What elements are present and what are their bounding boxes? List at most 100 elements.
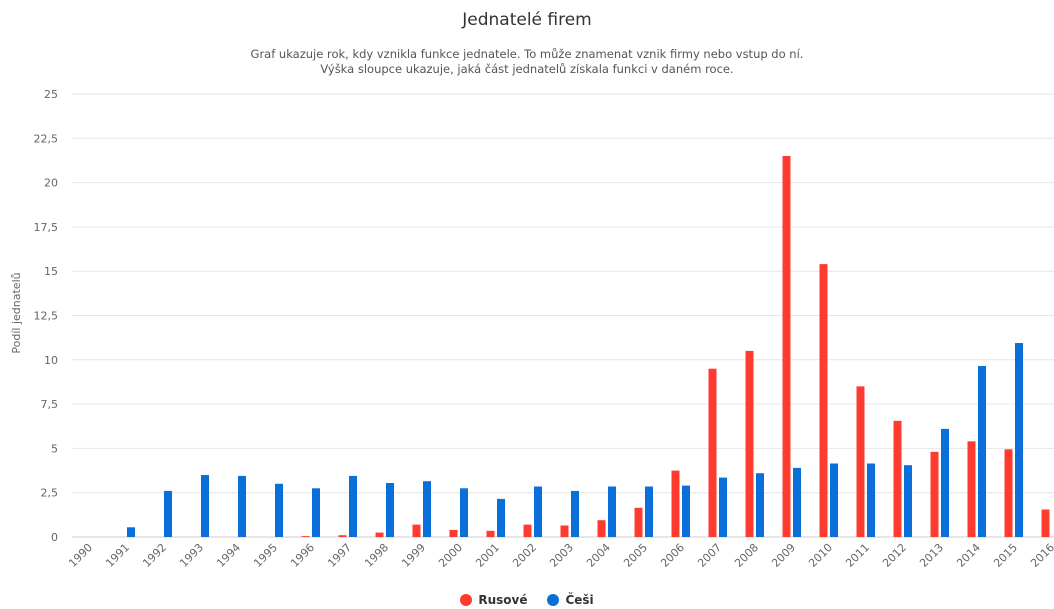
y-tick-label: 10	[44, 354, 58, 367]
bar-cesi-2007[interactable]	[719, 477, 727, 537]
bar-rusove-1999[interactable]	[412, 524, 421, 537]
bar-cesi-1994[interactable]	[238, 475, 246, 537]
bar-cesi-1999[interactable]	[423, 481, 431, 537]
chart-subtitle-line-2: Výška sloupce ukazuje, jaká část jednate…	[320, 62, 734, 76]
y-tick-label: 22,5	[34, 132, 59, 145]
bar-cesi-2003[interactable]	[571, 490, 579, 537]
x-tick-label: 2005	[621, 541, 650, 570]
bar-cesi-2011[interactable]	[867, 463, 875, 538]
y-axis-label: Podíl jednatelů	[10, 272, 23, 353]
bar-cesi-2010[interactable]	[830, 463, 838, 538]
x-tick-label: 2001	[473, 541, 502, 570]
bar-cesi-2008[interactable]	[756, 473, 764, 537]
bar-cesi-2014[interactable]	[978, 366, 986, 537]
bar-cesi-2002[interactable]	[534, 486, 542, 538]
bar-rusove-2009[interactable]	[782, 156, 791, 537]
bar-cesi-1998[interactable]	[386, 483, 394, 537]
bar-rusove-1998[interactable]	[375, 532, 384, 537]
bar-cesi-1991[interactable]	[127, 527, 135, 537]
x-tick-label: 2014	[954, 541, 983, 570]
y-tick-label: 25	[44, 88, 58, 101]
y-tick-label: 2,5	[41, 487, 59, 500]
bar-cesi-2009[interactable]	[793, 467, 801, 537]
bar-rusove-1997[interactable]	[338, 535, 347, 537]
bar-rusove-2001[interactable]	[486, 530, 495, 537]
bar-rusove-2004[interactable]	[597, 520, 606, 537]
x-tick-label: 2003	[547, 541, 576, 570]
x-tick-label: 2007	[695, 541, 724, 570]
bar-rusove-2003[interactable]	[560, 525, 569, 538]
bar-cesi-1992[interactable]	[164, 490, 172, 537]
bar-cesi-2015[interactable]	[1015, 343, 1023, 537]
bar-rusove-2016[interactable]	[1041, 509, 1050, 538]
x-tick-label: 1993	[177, 541, 206, 570]
bar-cesi-2000[interactable]	[460, 488, 468, 537]
chart-title: Jednatelé firem	[462, 10, 592, 30]
bar-rusove-2011[interactable]	[856, 386, 865, 537]
bars	[127, 156, 1050, 537]
grid-lines	[72, 93, 1054, 538]
x-tick-label: 1999	[399, 541, 428, 570]
bar-rusove-1996[interactable]	[301, 536, 310, 537]
legend-label-cesi: Češi	[565, 593, 594, 607]
bar-rusove-2006[interactable]	[671, 470, 680, 537]
y-tick-label: 20	[44, 177, 58, 190]
y-tick-label: 0	[51, 531, 58, 544]
chart-subtitle-line-1: Graf ukazuje rok, kdy vznikla funkce jed…	[250, 47, 804, 61]
bar-rusove-2010[interactable]	[819, 264, 828, 537]
bar-cesi-2013[interactable]	[941, 428, 949, 537]
bar-cesi-1996[interactable]	[312, 488, 320, 537]
x-tick-label: 2010	[806, 541, 835, 570]
y-axis-ticks: 0 2,5 5 7,5 10 12,5 15 17,5 20 22,5 25	[34, 88, 59, 544]
bar-rusove-2014[interactable]	[967, 441, 976, 537]
x-tick-label: 2012	[880, 541, 909, 570]
x-axis-ticks: 1990 1991 1992 1993 1994 1995 1996 1997 1998 1999…	[66, 541, 1054, 570]
bar-rusove-2008[interactable]	[745, 350, 754, 537]
x-tick-label: 1991	[103, 541, 132, 570]
legend-item-cesi[interactable]: Češi	[547, 593, 594, 607]
x-tick-label: 2002	[510, 541, 539, 570]
y-tick-label: 15	[44, 265, 58, 278]
bar-cesi-2012[interactable]	[904, 465, 912, 537]
bar-rusove-2012[interactable]	[893, 420, 902, 537]
bar-cesi-1993[interactable]	[201, 475, 209, 537]
x-tick-label: 1995	[251, 541, 280, 570]
x-tick-label: 2015	[991, 541, 1020, 570]
y-tick-label: 17,5	[34, 221, 59, 234]
bar-cesi-2004[interactable]	[608, 486, 616, 538]
y-tick-label: 12,5	[34, 310, 59, 323]
bar-rusove-2015[interactable]	[1004, 449, 1013, 537]
x-tick-label: 2016	[1028, 541, 1054, 570]
bar-cesi-1995[interactable]	[275, 483, 283, 537]
bar-rusove-2002[interactable]	[523, 524, 532, 537]
x-tick-label: 2011	[843, 541, 872, 570]
bar-rusove-2005[interactable]	[634, 507, 643, 537]
bar-cesi-2001[interactable]	[497, 498, 505, 537]
legend-swatch-rusove	[460, 594, 473, 606]
bar-cesi-2005[interactable]	[645, 486, 653, 538]
x-tick-label: 1996	[288, 541, 317, 570]
legend: Rusové Češi	[0, 593, 1054, 607]
legend-swatch-cesi	[547, 594, 560, 606]
legend-item-rusove[interactable]: Rusové	[460, 593, 527, 607]
x-tick-label: 2009	[769, 541, 798, 570]
x-tick-label: 1997	[325, 541, 354, 570]
x-tick-label: 1992	[140, 541, 169, 570]
y-tick-label: 7,5	[41, 398, 59, 411]
bar-rusove-2000[interactable]	[449, 529, 458, 537]
x-tick-label: 1998	[362, 541, 391, 570]
x-tick-label: 1990	[66, 541, 95, 570]
bar-cesi-2006[interactable]	[682, 485, 690, 537]
x-tick-label: 2006	[658, 541, 687, 570]
x-tick-label: 2013	[917, 541, 946, 570]
legend-label-rusove: Rusové	[478, 593, 528, 607]
bar-rusove-2013[interactable]	[930, 451, 939, 537]
x-tick-label: 1994	[214, 541, 243, 570]
bar-rusove-2007[interactable]	[708, 368, 717, 537]
x-tick-label: 2008	[732, 541, 761, 570]
x-tick-label: 2000	[436, 541, 465, 570]
y-tick-label: 5	[51, 442, 58, 455]
bar-cesi-1997[interactable]	[349, 475, 357, 537]
